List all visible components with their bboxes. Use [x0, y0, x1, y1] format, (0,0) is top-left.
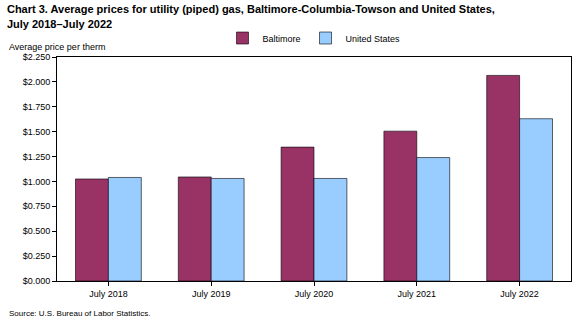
svg-text:$2.000: $2.000 [23, 77, 51, 87]
svg-text:July 2021: July 2021 [398, 289, 437, 299]
svg-text:Average price per therm: Average price per therm [9, 42, 105, 52]
svg-text:$1.000: $1.000 [23, 177, 51, 187]
svg-text:July 2022: July 2022 [500, 289, 539, 299]
svg-text:Baltimore: Baltimore [263, 34, 301, 44]
svg-text:July 2018: July 2018 [89, 289, 128, 299]
svg-text:Chart 3. Average prices for ut: Chart 3. Average prices for utility (pip… [7, 3, 495, 29]
svg-text:$1.250: $1.250 [23, 152, 51, 162]
svg-text:$0.750: $0.750 [23, 201, 51, 211]
svg-text:$1.500: $1.500 [23, 127, 51, 137]
svg-text:United States: United States [346, 34, 401, 44]
svg-text:July 2020: July 2020 [295, 289, 334, 299]
svg-text:Source: U.S. Bureau of Labor S: Source: U.S. Bureau of Labor Statistics. [9, 309, 150, 318]
svg-text:$2.250: $2.250 [23, 52, 51, 62]
svg-text:$0.250: $0.250 [23, 251, 51, 261]
svg-text:$0.000: $0.000 [23, 276, 51, 286]
svg-text:$1.750: $1.750 [23, 102, 51, 112]
svg-text:July 2019: July 2019 [192, 289, 231, 299]
svg-text:$0.500: $0.500 [23, 226, 51, 236]
